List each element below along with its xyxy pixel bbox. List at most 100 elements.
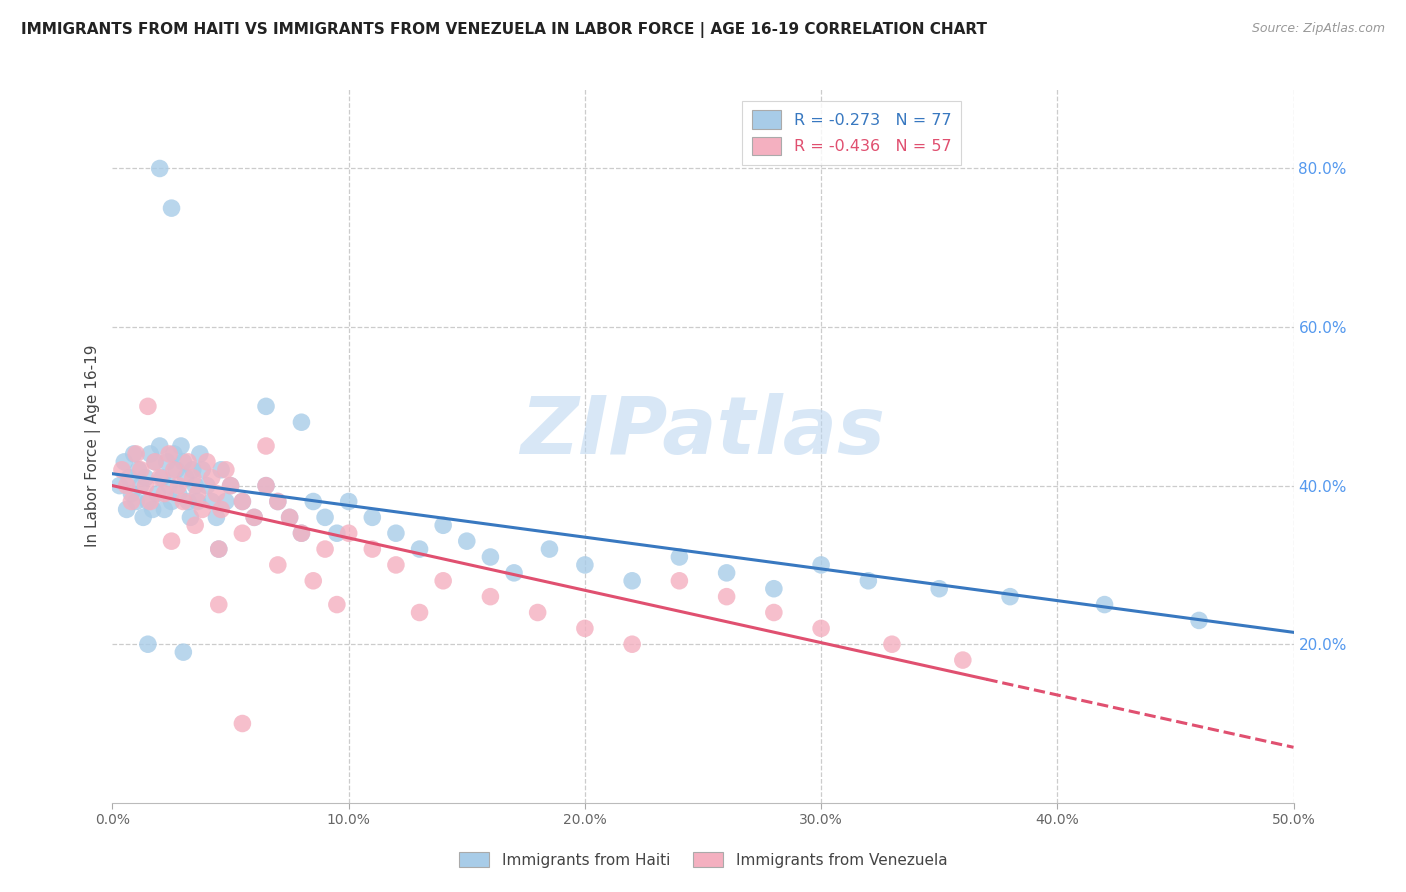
Point xyxy=(120,486,142,500)
Point xyxy=(153,486,176,500)
Point xyxy=(385,526,408,541)
Point xyxy=(208,542,231,557)
Point xyxy=(278,510,301,524)
Point xyxy=(574,558,596,572)
Text: IMMIGRANTS FROM HAITI VS IMMIGRANTS FROM VENEZUELA IN LABOR FORCE | AGE 16-19 CO: IMMIGRANTS FROM HAITI VS IMMIGRANTS FROM… xyxy=(21,22,987,38)
Point xyxy=(149,439,172,453)
Point xyxy=(125,447,148,461)
Point xyxy=(184,518,207,533)
Point xyxy=(163,463,186,477)
Text: Source: ZipAtlas.com: Source: ZipAtlas.com xyxy=(1251,22,1385,36)
Point xyxy=(267,494,290,508)
Point xyxy=(177,494,200,508)
Point xyxy=(174,471,197,485)
Point xyxy=(998,590,1021,604)
Point xyxy=(181,471,204,485)
Point xyxy=(139,494,162,508)
Point xyxy=(231,494,253,508)
Point xyxy=(143,455,166,469)
Point xyxy=(160,494,183,508)
Point xyxy=(456,534,478,549)
Point xyxy=(538,542,561,557)
Point xyxy=(858,574,880,588)
Point xyxy=(302,574,325,588)
Point xyxy=(385,558,408,572)
Point xyxy=(337,526,360,541)
Point xyxy=(361,542,384,557)
Point xyxy=(326,598,349,612)
Point xyxy=(290,526,312,541)
Point xyxy=(157,447,180,461)
Point xyxy=(127,463,149,477)
Point xyxy=(231,716,253,731)
Point xyxy=(186,486,208,500)
Point xyxy=(621,637,644,651)
Point xyxy=(408,606,430,620)
Point xyxy=(326,526,349,541)
Point xyxy=(184,478,207,492)
Point xyxy=(209,463,232,477)
Point xyxy=(153,502,176,516)
Point xyxy=(479,549,502,564)
Point xyxy=(149,161,172,176)
Point xyxy=(135,478,157,492)
Point xyxy=(136,494,159,508)
Point xyxy=(146,486,169,500)
Point xyxy=(810,621,832,635)
Point xyxy=(503,566,526,580)
Point xyxy=(149,471,172,485)
Point xyxy=(181,463,204,477)
Point xyxy=(574,621,596,635)
Point xyxy=(716,566,738,580)
Point xyxy=(115,478,138,492)
Point xyxy=(136,637,159,651)
Point xyxy=(668,549,690,564)
Point xyxy=(208,598,231,612)
Point xyxy=(762,582,785,596)
Point xyxy=(167,478,190,492)
Point xyxy=(432,574,454,588)
Point xyxy=(254,478,277,492)
Point xyxy=(302,494,325,508)
Point xyxy=(112,455,135,469)
Point xyxy=(170,439,193,453)
Point xyxy=(314,510,336,524)
Y-axis label: In Labor Force | Age 16-19: In Labor Force | Age 16-19 xyxy=(86,344,101,548)
Point xyxy=(928,582,950,596)
Point xyxy=(142,502,165,516)
Point xyxy=(254,400,277,414)
Point xyxy=(952,653,974,667)
Point xyxy=(191,463,214,477)
Point xyxy=(716,590,738,604)
Point xyxy=(215,463,238,477)
Point xyxy=(186,494,208,508)
Point xyxy=(195,455,218,469)
Point xyxy=(314,542,336,557)
Point xyxy=(179,510,201,524)
Point xyxy=(290,526,312,541)
Point xyxy=(361,510,384,524)
Point xyxy=(479,590,502,604)
Point xyxy=(219,478,242,492)
Point xyxy=(243,510,266,524)
Point xyxy=(160,534,183,549)
Point xyxy=(136,400,159,414)
Point xyxy=(122,447,145,461)
Point xyxy=(880,637,903,651)
Point xyxy=(215,494,238,508)
Point xyxy=(135,471,157,485)
Point xyxy=(150,471,173,485)
Point xyxy=(172,494,194,508)
Point xyxy=(165,463,187,477)
Point xyxy=(156,455,179,469)
Point xyxy=(195,478,218,492)
Point xyxy=(267,558,290,572)
Point xyxy=(205,510,228,524)
Point xyxy=(810,558,832,572)
Text: ZIPatlas: ZIPatlas xyxy=(520,392,886,471)
Point xyxy=(278,510,301,524)
Point xyxy=(219,478,242,492)
Point xyxy=(157,478,180,492)
Point xyxy=(125,494,148,508)
Point xyxy=(231,494,253,508)
